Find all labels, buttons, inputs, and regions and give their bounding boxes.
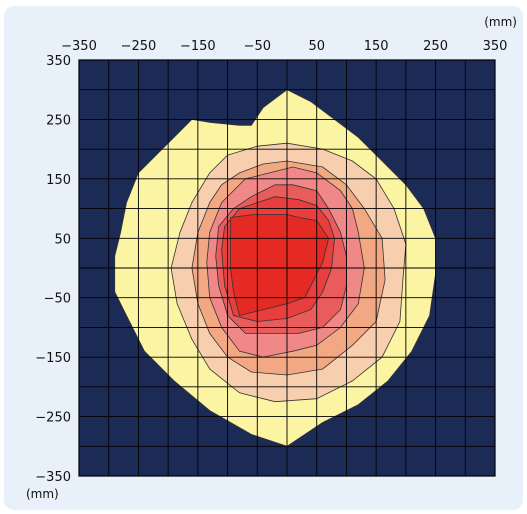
axis-labels: −350 −250 −150 −50 50 150 250 350 350 250 150 50 −50… [35, 39, 507, 485]
y-tick-label: −50 [44, 292, 71, 307]
x-tick-label: 50 [308, 39, 325, 54]
contour-level-7 [230, 214, 330, 316]
y-tick-label: −350 [35, 470, 71, 485]
y-tick-label: −150 [35, 351, 71, 366]
grid-layer [78, 59, 496, 477]
x-tick-label: −50 [244, 39, 271, 54]
y-tick-label: 350 [46, 54, 71, 69]
plot-border [78, 59, 496, 477]
x-unit-label: (mm) [484, 15, 517, 29]
x-tick-label: −350 [61, 39, 97, 54]
contour-chart: −350 −250 −150 −50 50 150 250 350 350 250 150 50 −50… [26, 15, 517, 501]
x-tick-label: −150 [180, 39, 216, 54]
y-tick-label: 50 [54, 232, 71, 247]
y-unit-label: (mm) [26, 487, 59, 501]
x-tick-label: −250 [121, 39, 157, 54]
x-tick-label: 150 [364, 39, 389, 54]
x-tick-label: 250 [423, 39, 448, 54]
y-tick-label: −250 [35, 411, 71, 426]
chart-panel: −350 −250 −150 −50 50 150 250 350 350 250 150 50 −50… [4, 6, 523, 510]
y-tick-label: 250 [46, 113, 71, 128]
y-tick-label: 150 [46, 173, 71, 188]
x-tick-label: 350 [483, 39, 508, 54]
